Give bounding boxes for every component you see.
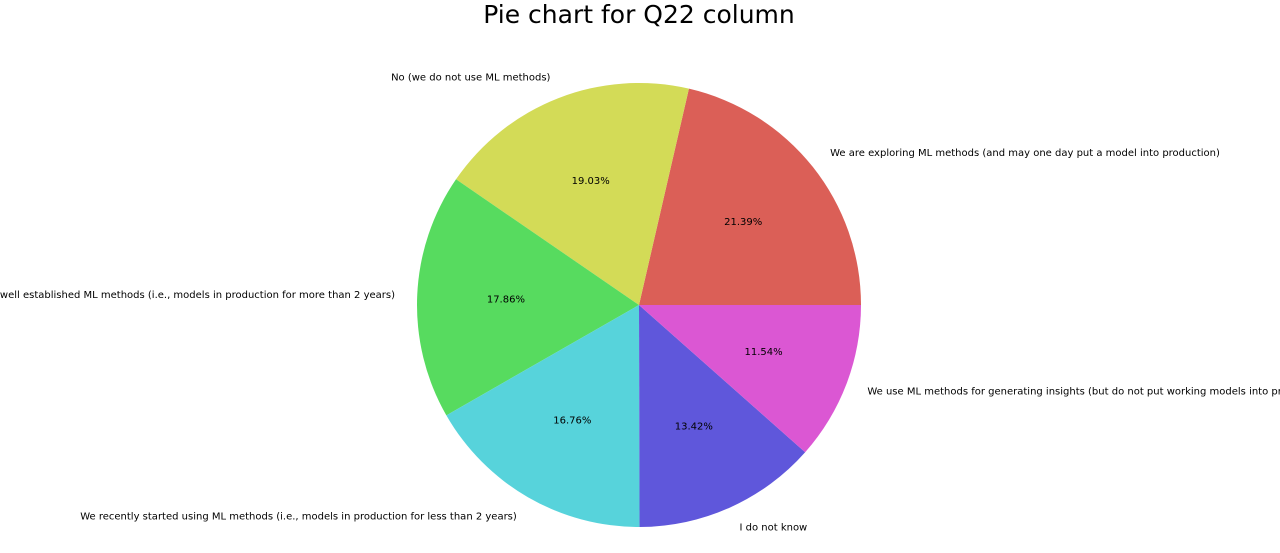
pie-slice — [639, 88, 861, 305]
value-label: 16.76% — [553, 415, 591, 426]
slice-label: We recently started using ML methods (i.… — [80, 511, 517, 522]
slice-label: We have well established ML methods (i.e… — [0, 290, 395, 301]
value-label: 13.42% — [675, 421, 713, 432]
value-label: 21.39% — [724, 217, 762, 228]
slice-label: We use ML methods for generating insight… — [867, 387, 1280, 398]
slice-label: I do not know — [739, 523, 807, 534]
value-label: 19.03% — [572, 176, 610, 187]
pie-slice — [639, 305, 806, 527]
pie-slice — [446, 305, 640, 527]
chart-title: Pie chart for Q22 column — [483, 0, 795, 29]
pie-slice — [456, 83, 689, 305]
slice-label: No (we do not use ML methods) — [391, 72, 550, 83]
value-label: 11.54% — [744, 347, 782, 358]
value-label: 17.86% — [487, 295, 525, 306]
pie-slice — [417, 179, 639, 416]
pie-slice — [639, 305, 861, 453]
slice-label: We are exploring ML methods (and may one… — [830, 148, 1220, 159]
